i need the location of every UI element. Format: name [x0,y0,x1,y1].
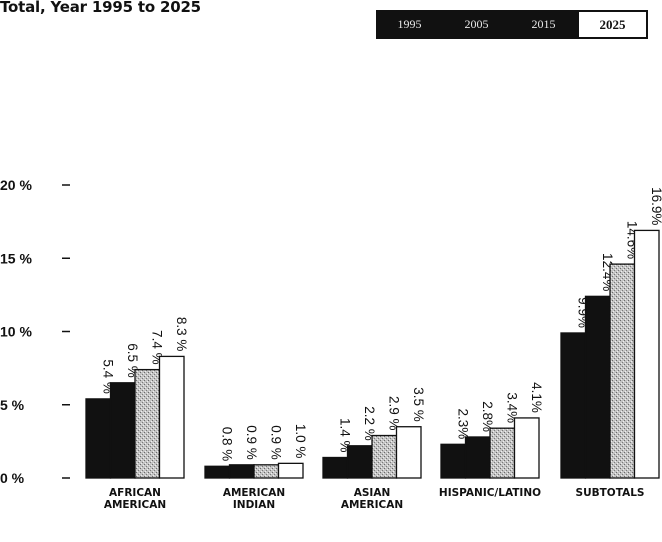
data-label: 8.3 % [174,317,189,352]
category-label: HISPANIC/LATINO [439,487,541,499]
bar-2005 [464,436,491,479]
bar-2005 [228,464,255,479]
category-label: AFRICAN [109,487,161,499]
bar-2025 [633,229,660,479]
bar-2015 [489,427,516,479]
y-tick-label: 15 % [0,250,32,266]
data-label: 3.5 % [411,387,426,422]
data-label: 1.4 % [337,418,352,453]
data-label: 2.8% [480,401,495,432]
bar-2015 [253,464,280,479]
y-tick-label: 0 % [0,470,25,486]
category-label: SUBTOTALS [576,487,645,499]
legend-item-2005: 2005 [464,17,489,31]
bar-2005 [346,445,373,479]
y-tick-label: 20 % [0,177,32,193]
data-label: 16.9% [649,187,662,225]
category-label: ASIAN [354,487,391,499]
bar-2025 [158,355,185,479]
y-tick-label: 5 % [0,397,25,413]
data-label: 3.4% [504,392,519,423]
bar-2015 [609,263,636,479]
data-label: 4.1% [529,382,544,413]
bar-1995 [85,398,112,479]
category-label: AMERICAN [104,499,166,511]
legend-item-2015: 2015 [531,17,556,31]
bar-2025 [513,417,540,479]
category-label: INDIAN [233,499,275,511]
legend-item-2025: 2025 [577,10,648,39]
bar-1995 [560,332,587,479]
data-label: 2.3% [455,409,470,440]
data-label: 0.9 % [244,425,259,460]
bar-1995 [204,465,231,479]
bar-2015 [371,434,398,479]
bar-2025 [277,462,304,479]
data-label: 2.2 % [362,406,377,441]
bar-1995 [322,456,349,479]
data-label: 0.9 % [268,425,283,460]
bar-2005 [109,382,136,479]
chart-title: Total, Year 1995 to 2025 [0,0,201,16]
data-label: 1.0 % [293,424,308,459]
bar-2025 [395,426,422,479]
bar-2015 [134,368,161,479]
legend-item-1995: 1995 [397,17,422,31]
category-label: AMERICAN [341,499,403,511]
category-label: AMERICAN [223,487,285,499]
legend: 1995 2005 2015 2025 [376,10,648,39]
data-label: 2.9 % [386,396,401,431]
y-tick-label: 10 % [0,324,32,340]
bar-1995 [440,443,467,479]
data-label: 0.8 % [219,427,234,462]
bar-2005 [584,295,611,479]
